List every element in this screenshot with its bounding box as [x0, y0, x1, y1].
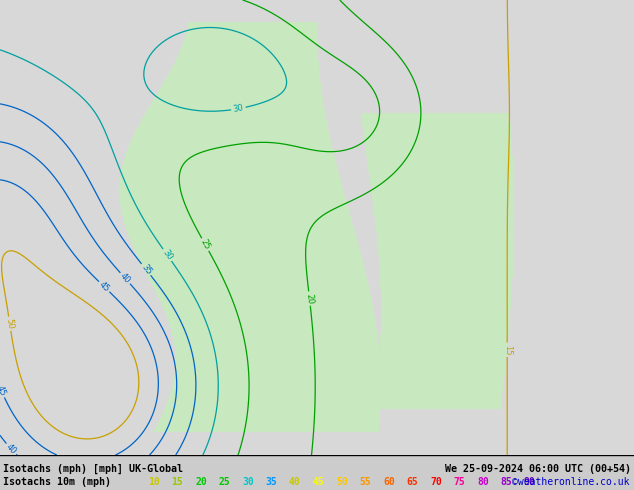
Text: 30: 30	[242, 477, 254, 487]
Text: 60: 60	[383, 477, 395, 487]
Text: 75: 75	[453, 477, 465, 487]
Text: 15: 15	[503, 344, 512, 355]
Text: 55: 55	[359, 477, 372, 487]
Text: 20: 20	[304, 293, 314, 304]
Text: 40: 40	[4, 442, 18, 456]
Text: 90: 90	[524, 477, 536, 487]
Text: 30: 30	[232, 103, 244, 114]
Text: 40: 40	[119, 271, 132, 285]
Text: 35: 35	[266, 477, 277, 487]
Text: 50: 50	[4, 318, 15, 330]
Text: 85: 85	[500, 477, 512, 487]
Text: Isotachs (mph) [mph] UK-Global: Isotachs (mph) [mph] UK-Global	[3, 464, 183, 474]
Text: 25: 25	[198, 238, 212, 251]
Text: ©weatheronline.co.uk: ©weatheronline.co.uk	[512, 477, 630, 487]
Text: 45: 45	[97, 280, 111, 294]
Text: Isotachs 10m (mph): Isotachs 10m (mph)	[3, 477, 111, 487]
Text: 70: 70	[430, 477, 442, 487]
Text: 45: 45	[0, 384, 8, 397]
Text: 15: 15	[172, 477, 183, 487]
Text: 25: 25	[219, 477, 230, 487]
Text: 20: 20	[195, 477, 207, 487]
Text: 30: 30	[160, 248, 174, 262]
Text: 45: 45	[313, 477, 324, 487]
Text: 65: 65	[406, 477, 418, 487]
Text: We 25-09-2024 06:00 UTC (00+54): We 25-09-2024 06:00 UTC (00+54)	[445, 464, 631, 474]
Text: 35: 35	[139, 263, 153, 276]
Text: 50: 50	[336, 477, 348, 487]
Text: 40: 40	[289, 477, 301, 487]
Text: 80: 80	[477, 477, 489, 487]
Text: 10: 10	[148, 477, 160, 487]
